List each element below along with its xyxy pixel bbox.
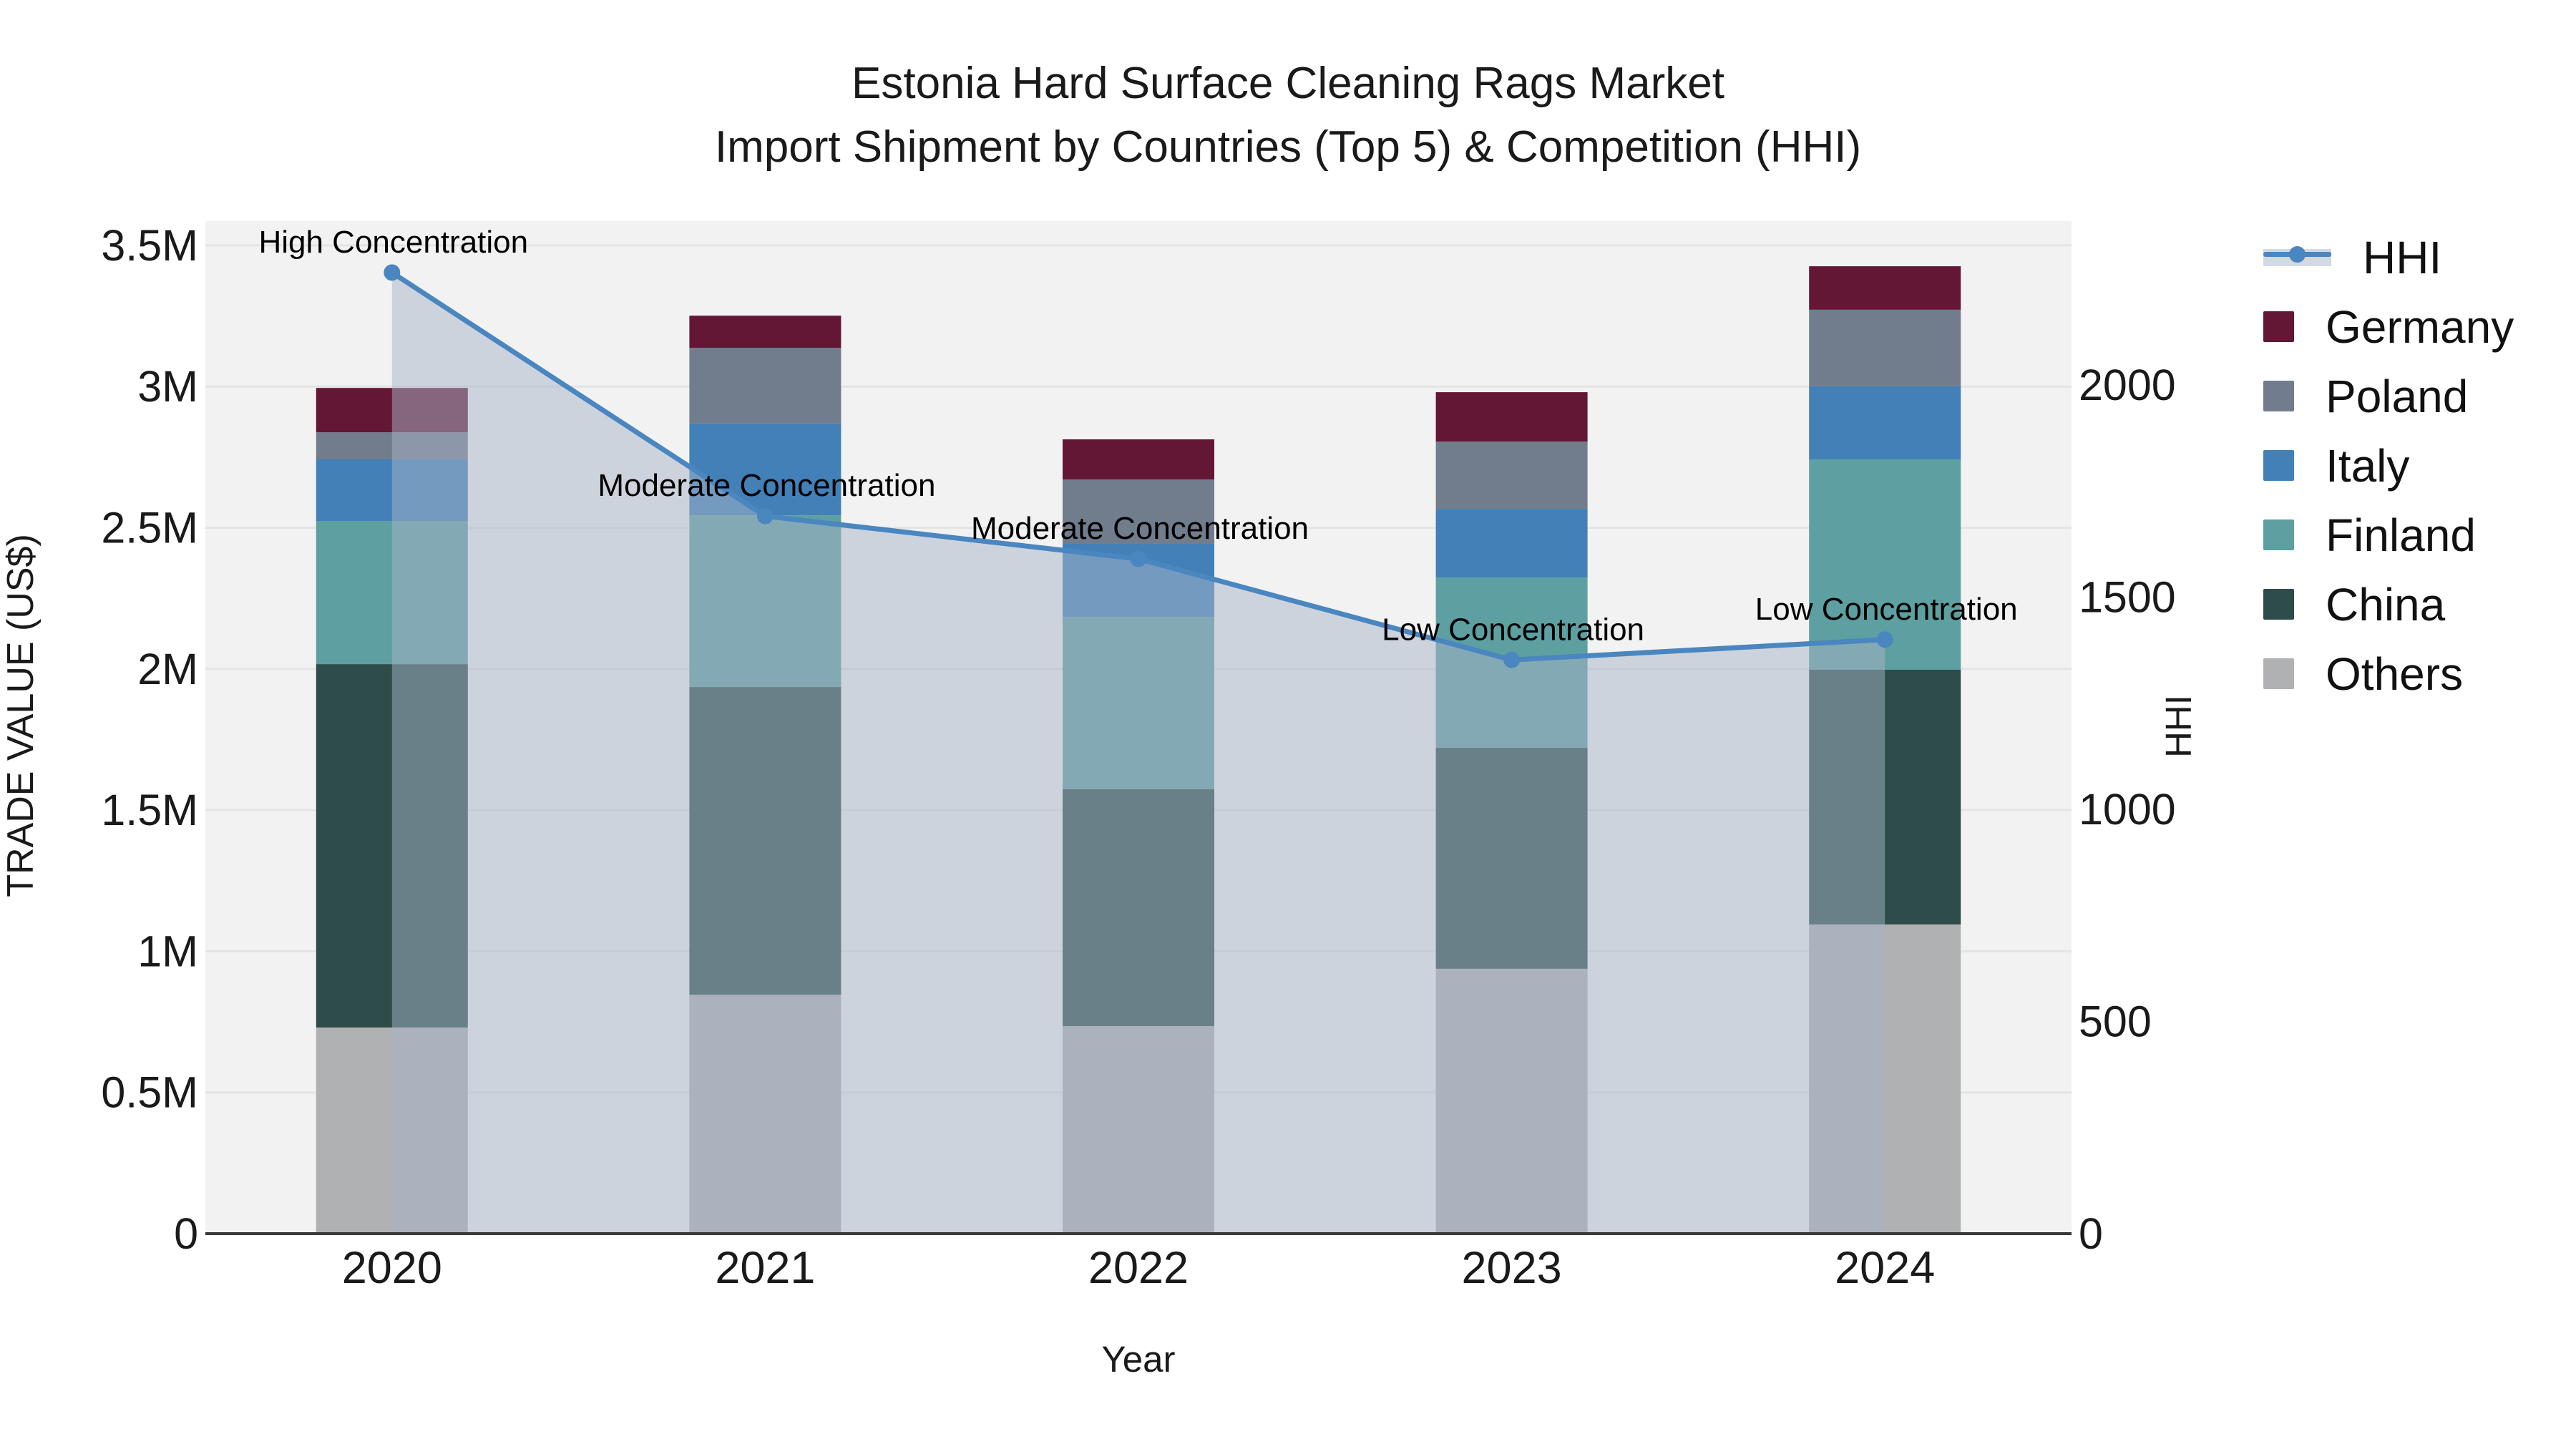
x-tick-label-2020: 2020 (342, 1243, 442, 1293)
legend: HHI Germany Poland Italy Finland China Others (2263, 223, 2514, 708)
bar-segment-germany-2022 (1063, 439, 1214, 480)
bar-segment-poland-2021 (689, 348, 841, 424)
y-left-tick-label: 0 (174, 1209, 198, 1258)
x-tick-label-2024: 2024 (1835, 1243, 1935, 1293)
bar-segment-poland-2023 (1435, 441, 1588, 509)
hhi-marker-2021 (756, 507, 774, 525)
y-left-tick-label: 3.5M (101, 221, 198, 270)
legend-swatch-poland (2263, 381, 2294, 411)
x-axis-tick-labels: 2020 2021 2022 2023 2024 (342, 1243, 1936, 1293)
hhi-marker-2022 (1130, 550, 1147, 567)
hhi-marker-2023 (1503, 651, 1521, 668)
bar-segment-poland-2024 (1809, 309, 1961, 386)
y-right-tick-label: 500 (2079, 997, 2152, 1046)
legend-label-germany: Germany (2326, 301, 2514, 353)
annotation-2020: High Concentration (258, 225, 528, 260)
y-right-tick-label: 2000 (2079, 361, 2176, 409)
legend-item-china: China (2263, 570, 2514, 639)
legend-swatch-others (2263, 658, 2294, 689)
bar-segment-germany-2021 (689, 316, 841, 348)
bar-segment-germany-2024 (1809, 266, 1961, 310)
y-axis-left-tick-labels: 0 0.5M 1M 1.5M 2M 2.5M 3M 3.5M (101, 221, 198, 1258)
y-right-tick-label: 1000 (2079, 785, 2176, 834)
y-left-tick-label: 0.5M (101, 1068, 198, 1117)
y-right-tick-label: 0 (2079, 1209, 2103, 1258)
chart-title-line1: Estonia Hard Surface Cleaning Rags Marke… (852, 59, 1724, 108)
hhi-marker-2024 (1876, 631, 1893, 648)
hhi-marker-dot (2289, 246, 2306, 263)
legend-label-italy: Italy (2326, 439, 2410, 492)
annotation-2021: Moderate Concentration (597, 468, 935, 503)
annotation-2024: Low Concentration (1755, 592, 2018, 627)
legend-item-italy: Italy (2263, 431, 2514, 500)
hhi-line-symbol (2263, 242, 2331, 273)
chart-title-line2: Import Shipment by Countries (Top 5) & C… (714, 122, 1862, 172)
annotation-2022: Moderate Concentration (971, 511, 1309, 546)
bar-segment-italy-2024 (1809, 386, 1961, 460)
legend-swatch-italy (2263, 450, 2294, 481)
chart-title: Estonia Hard Surface Cleaning Rags Marke… (0, 52, 2576, 179)
annotations: High Concentration Moderate Concentration… (258, 225, 2017, 647)
y-left-tick-label: 3M (137, 362, 198, 411)
bar-segment-germany-2023 (1435, 392, 1588, 442)
y-axis-right-tick-labels: 0 500 1000 1500 2000 (2079, 361, 2176, 1258)
x-tick-label-2023: 2023 (1462, 1243, 1562, 1293)
y-left-tick-label: 2.5M (101, 504, 198, 552)
legend-label-others: Others (2326, 648, 2464, 700)
y-right-tick-label: 1500 (2079, 573, 2176, 622)
legend-label-poland: Poland (2326, 370, 2469, 422)
legend-item-hhi: HHI (2263, 223, 2514, 292)
legend-item-poland: Poland (2263, 361, 2514, 431)
y-axis-left-title: TRADE VALUE (US$) (0, 534, 42, 897)
legend-item-others: Others (2263, 639, 2514, 708)
x-tick-label-2021: 2021 (715, 1243, 815, 1293)
legend-item-finland: Finland (2263, 500, 2514, 570)
bar-segment-poland-2022 (1063, 479, 1214, 544)
hhi-area-polygon (391, 272, 1885, 1234)
y-left-tick-label: 1.5M (101, 786, 198, 834)
legend-swatch-finland (2263, 519, 2294, 550)
x-axis-title: Year (1101, 1339, 1175, 1380)
legend-label-china: China (2326, 578, 2446, 630)
y-left-tick-label: 2M (137, 645, 198, 693)
hhi-markers (384, 264, 1893, 668)
y-left-tick-label: 1M (137, 927, 198, 975)
x-tick-label-2022: 2022 (1088, 1243, 1189, 1293)
legend-swatch-germany (2263, 311, 2294, 342)
hhi-marker-2020 (384, 264, 401, 281)
legend-item-germany: Germany (2263, 292, 2514, 361)
hhi-area-fill (391, 272, 1885, 1234)
legend-label-finland: Finland (2326, 509, 2476, 561)
legend-swatch-china (2263, 589, 2294, 620)
y-axis-right-title: HHI (2158, 695, 2199, 758)
bar-segment-italy-2023 (1435, 509, 1588, 577)
legend-label-hhi: HHI (2363, 231, 2442, 283)
annotation-2023: Low Concentration (1382, 612, 1644, 647)
